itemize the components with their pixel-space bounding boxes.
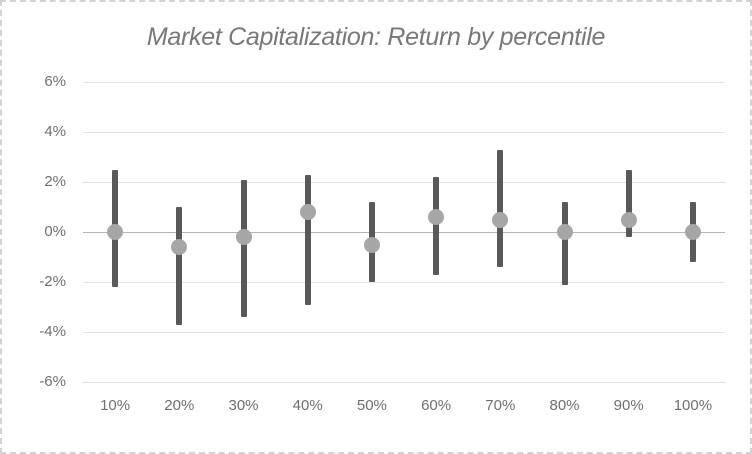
gridline bbox=[83, 281, 725, 283]
range-line bbox=[497, 149, 504, 267]
y-tick-label: -4% bbox=[39, 323, 66, 340]
y-tick-label: 6% bbox=[44, 73, 66, 90]
y-tick-label: -2% bbox=[39, 273, 66, 290]
x-tick-label: 60% bbox=[421, 397, 452, 414]
y-tick-label: 0% bbox=[44, 223, 66, 240]
gridline bbox=[83, 381, 725, 383]
mid-marker bbox=[171, 239, 188, 255]
x-tick-label: 10% bbox=[100, 397, 131, 414]
gridline bbox=[83, 131, 725, 133]
x-tick-label: 90% bbox=[613, 397, 644, 414]
y-tick-label: -6% bbox=[39, 373, 66, 390]
x-tick-label: 70% bbox=[485, 397, 516, 414]
range-line bbox=[176, 207, 183, 325]
chart-title: Market Capitalization: Return by percent… bbox=[146, 23, 606, 51]
gridline bbox=[83, 81, 725, 83]
x-tick-label: 100% bbox=[673, 397, 713, 414]
mid-marker bbox=[235, 229, 252, 245]
mid-marker bbox=[107, 224, 124, 240]
zero-axis-line bbox=[83, 231, 725, 233]
x-tick-label: 80% bbox=[549, 397, 580, 414]
y-tick-label: 4% bbox=[44, 123, 66, 140]
x-tick-label: 50% bbox=[356, 397, 387, 414]
mid-marker bbox=[620, 211, 637, 228]
range-line bbox=[561, 202, 568, 285]
y-tick-label: 2% bbox=[44, 173, 66, 190]
mid-marker bbox=[556, 224, 573, 240]
mid-marker bbox=[428, 209, 445, 225]
x-tick-label: 30% bbox=[228, 397, 259, 414]
mid-marker bbox=[492, 211, 509, 228]
range-line bbox=[433, 177, 440, 275]
range-line bbox=[625, 169, 632, 237]
mid-marker bbox=[363, 236, 380, 253]
gridline bbox=[83, 331, 725, 333]
gridline bbox=[83, 181, 725, 183]
range-line bbox=[240, 179, 247, 317]
x-tick-label: 40% bbox=[292, 397, 323, 414]
range-line bbox=[304, 174, 311, 305]
mid-marker bbox=[684, 224, 701, 240]
x-tick-label: 20% bbox=[164, 397, 195, 414]
mid-marker bbox=[299, 204, 316, 220]
